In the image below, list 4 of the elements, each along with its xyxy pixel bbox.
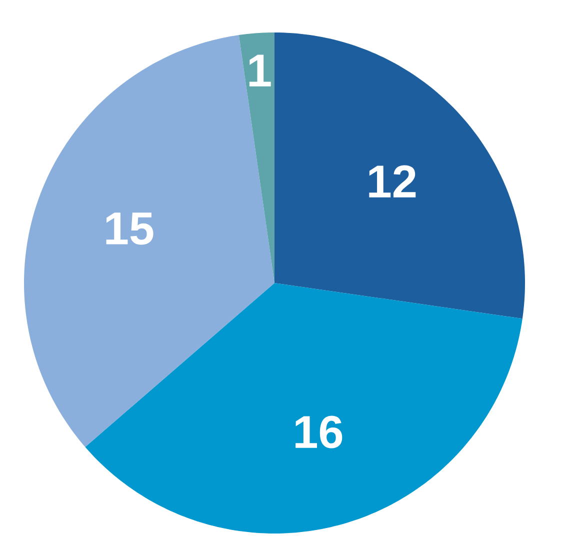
data-label: 16 [296, 416, 342, 448]
data-label: 1 [249, 54, 271, 86]
data-label: 12 [369, 165, 416, 198]
data-label: 15 [106, 212, 154, 245]
